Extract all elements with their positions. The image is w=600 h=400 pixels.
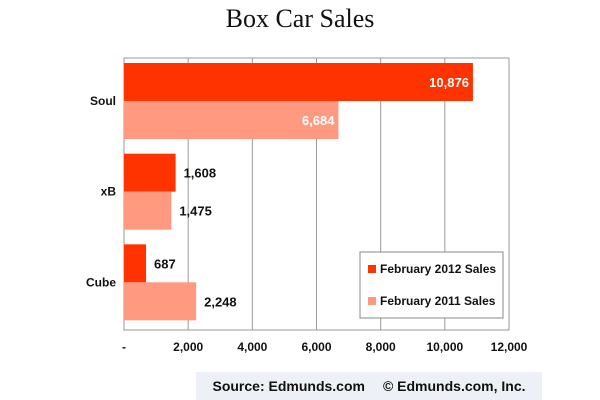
bars: [124, 63, 473, 321]
x-tick-label: 6,000: [301, 340, 331, 354]
category-label: Cube: [86, 275, 116, 289]
legend-swatch: [368, 265, 376, 273]
data-label: 687: [154, 256, 176, 271]
bar: [124, 153, 176, 192]
data-label: 6,684: [302, 113, 335, 128]
bar-chart: 10,876 6,684 1,608 1,475 687 2,248 Soul xB Cube…: [86, 57, 528, 354]
source-text: Source: Edmunds.com: [212, 378, 365, 394]
x-tick-label: -: [122, 340, 126, 354]
legend: February 2012 Sales February 2011 Sales: [359, 251, 504, 319]
data-labels: 10,876 6,684 1,608 1,475 687 2,248: [154, 75, 469, 309]
category-label: Soul: [90, 94, 116, 108]
legend-label: February 2011 Sales: [380, 294, 496, 308]
data-label: 2,248: [204, 294, 237, 309]
chart-title: Box Car Sales: [225, 4, 375, 33]
bar: [124, 244, 147, 283]
data-label: 1,475: [179, 204, 212, 219]
copyright-text: © Edmunds.com, Inc.: [382, 378, 526, 394]
bar: [124, 191, 172, 230]
category-label: xB: [101, 185, 117, 199]
x-tick-label: 12,000: [491, 340, 528, 354]
x-tick-label: 2,000: [173, 340, 203, 354]
data-label: 10,876: [429, 75, 469, 90]
tick-labels: - 2,000 4,000 6,000 8,000 10,000 12,000: [122, 340, 528, 354]
bar: [124, 101, 339, 139]
bar: [124, 282, 197, 321]
x-tick-label: 10,000: [426, 340, 463, 354]
legend-swatch: [368, 297, 376, 305]
source-footer: Source: Edmunds.com © Edmunds.com, Inc.: [196, 372, 542, 400]
legend-box: [359, 251, 504, 319]
data-label: 1,608: [184, 166, 217, 181]
category-labels: Soul xB Cube: [86, 94, 116, 289]
x-tick-label: 4,000: [237, 340, 267, 354]
bar: [124, 63, 473, 101]
x-tick-label: 8,000: [366, 340, 396, 354]
legend-label: February 2012 Sales: [380, 262, 496, 276]
